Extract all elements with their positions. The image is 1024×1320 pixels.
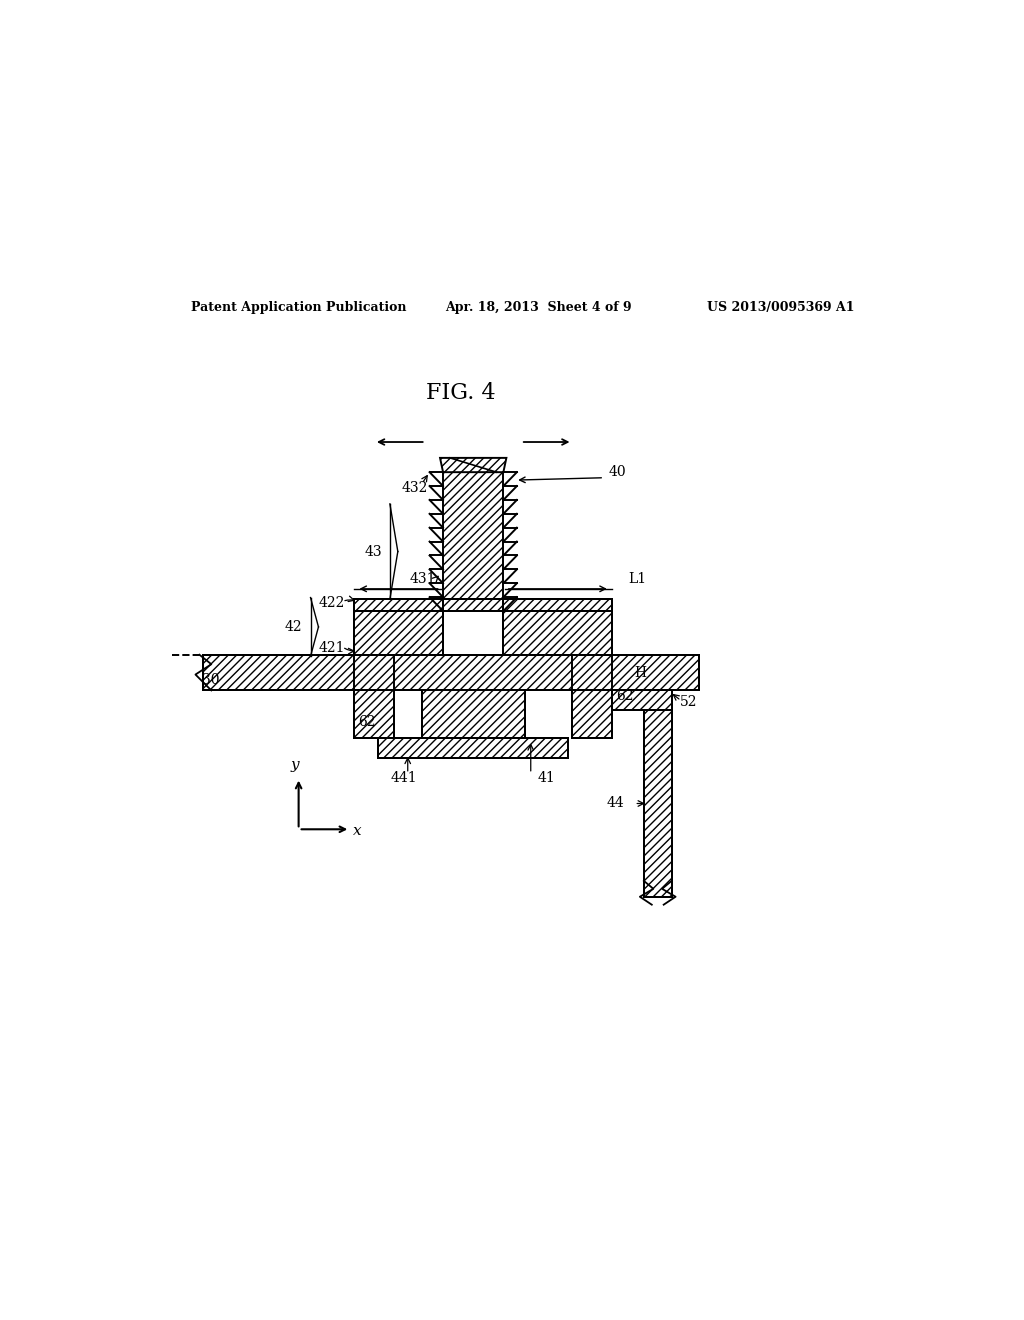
Bar [572,690,612,738]
Text: 42: 42 [285,620,303,634]
Text: 62: 62 [358,715,376,729]
Bar [443,473,504,611]
Text: H: H [634,665,646,680]
Text: 44: 44 [606,796,624,810]
Text: 421: 421 [318,642,345,655]
Text: y: y [291,758,299,772]
Bar [608,690,672,710]
Bar [378,738,568,758]
Text: 30: 30 [202,673,219,688]
Bar [644,710,672,896]
Bar [354,599,612,611]
Text: Patent Application Publication: Patent Application Publication [191,301,407,314]
Text: 422: 422 [318,597,345,610]
Bar [443,599,504,611]
Bar [504,611,612,655]
Text: 441: 441 [390,771,417,784]
Bar [354,690,394,738]
Bar [204,655,699,690]
Text: 431: 431 [410,573,436,586]
Text: 52: 52 [680,696,697,709]
Text: 40: 40 [608,465,626,479]
Text: US 2013/0095369 A1: US 2013/0095369 A1 [708,301,855,314]
Text: Apr. 18, 2013  Sheet 4 of 9: Apr. 18, 2013 Sheet 4 of 9 [445,301,632,314]
Text: x: x [352,824,361,838]
Bar [354,611,443,655]
Text: L1: L1 [628,573,646,586]
Text: 43: 43 [365,545,382,558]
Polygon shape [440,458,507,473]
Text: 62: 62 [616,689,634,704]
Bar [422,690,524,738]
Text: 41: 41 [538,771,555,784]
Text: 432: 432 [401,480,428,495]
Text: FIG. 4: FIG. 4 [427,381,496,404]
